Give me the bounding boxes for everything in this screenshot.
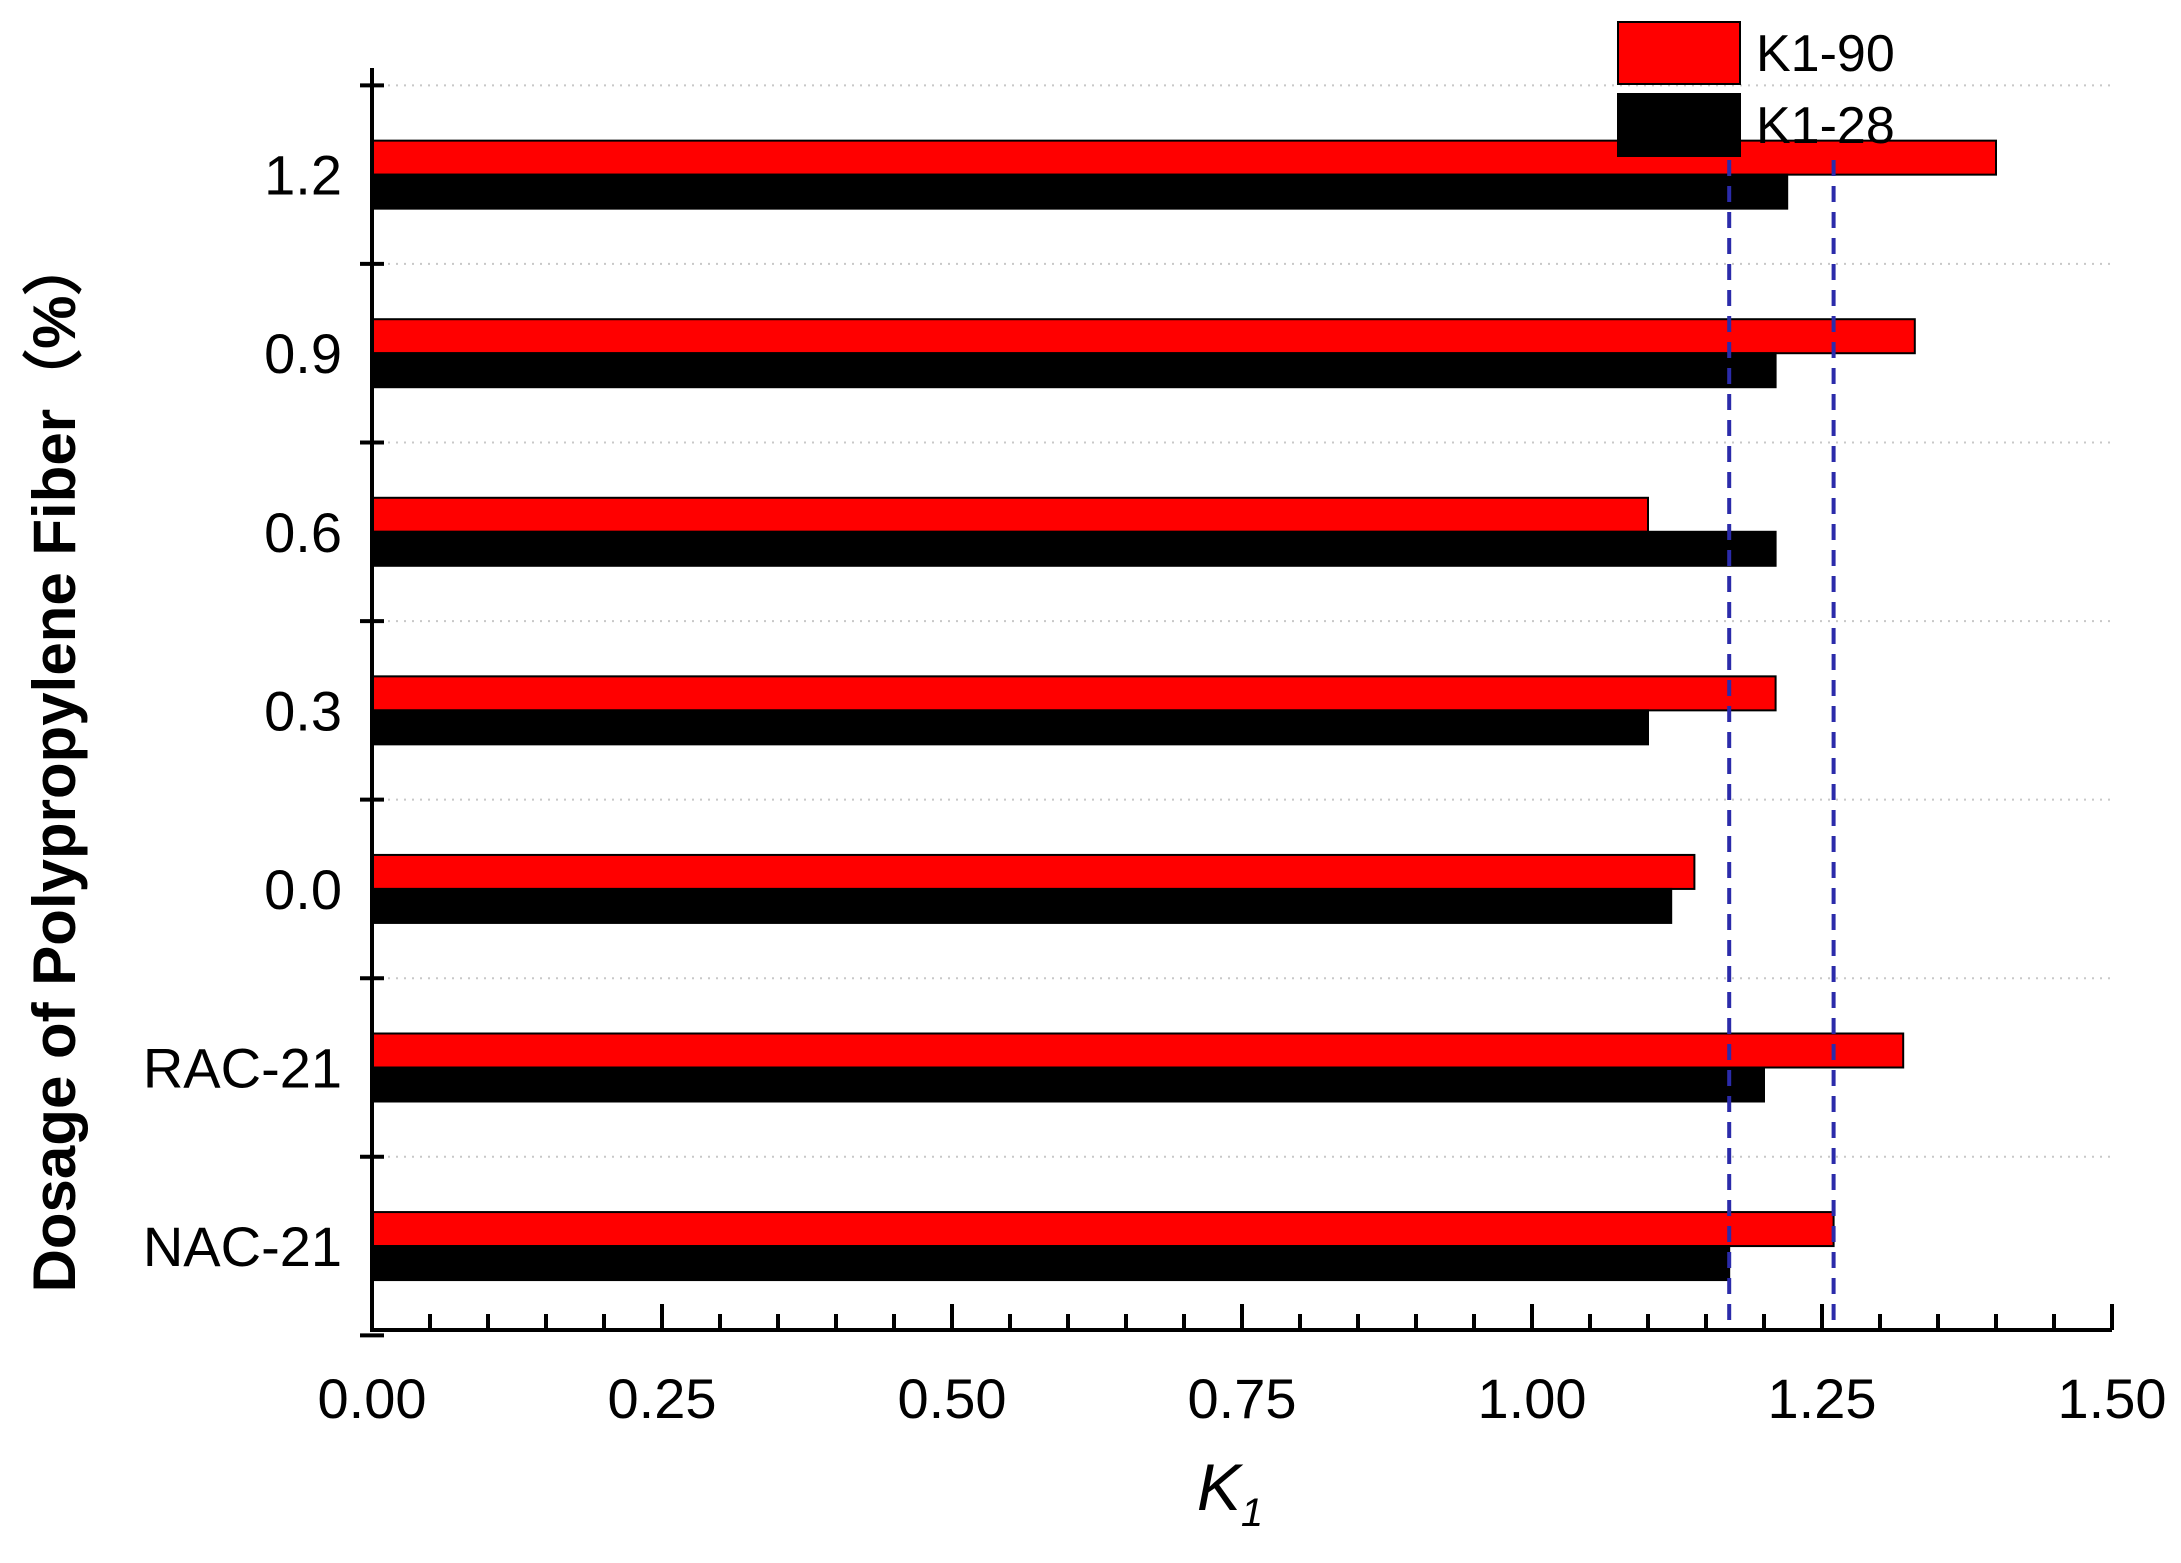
x-tick-label: 0.75 [1188, 1367, 1297, 1430]
y-tick-label: 0.3 [264, 679, 342, 742]
x-axis-label-main: K [1197, 1450, 1244, 1524]
bar-k1-28 [371, 173, 1789, 210]
bar-k1-90 [371, 1032, 1905, 1069]
legend-label: K1-90 [1756, 25, 1895, 83]
bar-k1-28 [371, 1245, 1731, 1282]
bar-k1-28 [371, 352, 1777, 389]
y-ticks: NAC-21 RAC-21 0.0 0.3 0.6 0.9 1.2 [143, 83, 384, 1338]
x-tick-label: 0.50 [898, 1367, 1007, 1430]
legend: K1-90 K1-28 [1617, 21, 1895, 157]
y-axis-label: Dosage of Polypropylene Fiber（%） [21, 236, 88, 1293]
bar-k1-90 [371, 853, 1696, 890]
x-ticks: 0.00 0.25 0.50 0.75 1.00 1.25 1.50 [318, 1304, 2167, 1430]
bar-k1-90 [371, 496, 1649, 533]
x-tick-label: 0.25 [608, 1367, 717, 1430]
bar-k1-90 [371, 675, 1777, 712]
y-tick-label: RAC-21 [143, 1037, 342, 1100]
bar-k1-90 [371, 318, 1916, 355]
bar-k1-28 [371, 887, 1673, 924]
bar-k1-90 [371, 139, 1997, 176]
x-axis-label: K1 [1197, 1450, 1263, 1535]
legend-label: K1-28 [1756, 97, 1895, 155]
bar-k1-28 [371, 530, 1777, 567]
x-tick-label: 1.50 [2058, 1367, 2167, 1430]
y-tick-label: 0.9 [264, 322, 342, 385]
bar-k1-28 [371, 709, 1649, 746]
x-axis-label-subscript: 1 [1241, 1491, 1263, 1535]
legend-swatch-k1-90 [1617, 21, 1741, 85]
bars [371, 139, 1997, 1282]
reference-lines [1727, 160, 1836, 1330]
y-tick-label: 1.2 [264, 144, 342, 207]
y-tick-label: NAC-21 [143, 1215, 342, 1278]
bar-k1-90 [371, 1211, 1835, 1248]
x-tick-label: 1.25 [1768, 1367, 1877, 1430]
y-tick-label: 0.0 [264, 858, 342, 921]
x-tick-label: 0.00 [318, 1367, 427, 1430]
legend-swatch-k1-28 [1617, 93, 1741, 157]
bar-k1-28 [371, 1066, 1765, 1103]
grid-lines [372, 84, 2112, 1158]
y-tick-label: 0.6 [264, 501, 342, 564]
x-tick-label: 1.00 [1478, 1367, 1587, 1430]
